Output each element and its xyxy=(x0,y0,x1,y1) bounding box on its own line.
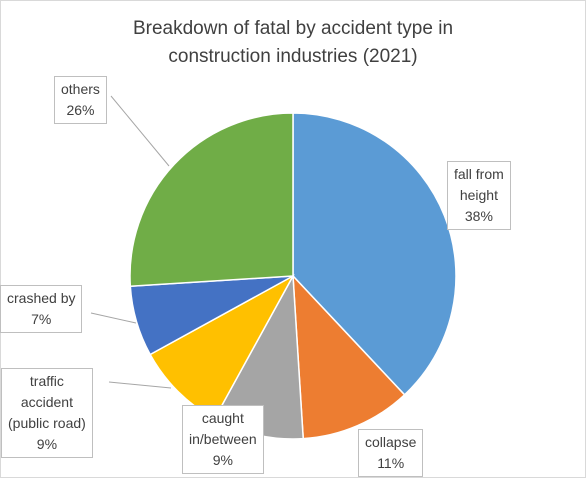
pie-slice-collapse xyxy=(292,273,406,440)
label-fall-from-height-percent: 38% xyxy=(464,208,493,224)
label-others-line-1: others xyxy=(61,81,100,97)
data-label-crashed-by: crashed by 7% xyxy=(0,285,83,333)
label-traffic-line-1: traffic xyxy=(29,373,64,389)
data-label-caught-in-between: caught in/between 9% xyxy=(182,405,264,474)
pie-slice-others xyxy=(129,112,294,288)
chart-title-line-1: Breakdown of fatal by accident type in xyxy=(132,18,454,39)
pie-slices xyxy=(129,112,457,440)
data-label-collapse: collapse 11% xyxy=(358,429,424,477)
label-traffic-percent: 9% xyxy=(36,436,58,452)
leader-line-crashed-by xyxy=(90,312,137,324)
leader-line-traffic-accident xyxy=(108,381,172,389)
label-collapse-percent: 11% xyxy=(377,455,405,471)
label-fall-from-height-line-2: height xyxy=(459,187,498,203)
chart-title-line-2: construction industries (2021) xyxy=(168,46,418,67)
label-crashed-percent: 7% xyxy=(31,311,52,327)
chart-title: Breakdown of fatal by accident type in c… xyxy=(1,15,585,71)
label-caught-line-2: in/between xyxy=(189,431,257,447)
data-label-traffic-accident: traffic accident (public road) 9% xyxy=(1,368,93,458)
label-fall-from-height-line-1: fall from xyxy=(454,166,504,182)
leader-line-others xyxy=(110,95,170,167)
data-label-fall-from-height: fall from height 38% xyxy=(447,161,511,230)
pie-slice-fall-from-height xyxy=(292,112,457,396)
label-traffic-line-2: accident xyxy=(20,394,73,410)
label-caught-line-1: caught xyxy=(201,410,244,426)
label-traffic-line-3: (public road) xyxy=(8,415,86,431)
label-crashed-line-1: crashed by xyxy=(7,290,76,306)
label-collapse-line-1: collapse xyxy=(365,434,417,450)
label-caught-percent: 9% xyxy=(212,452,233,468)
label-others-percent: 26% xyxy=(66,102,95,118)
data-label-others: others 26% xyxy=(54,76,107,124)
